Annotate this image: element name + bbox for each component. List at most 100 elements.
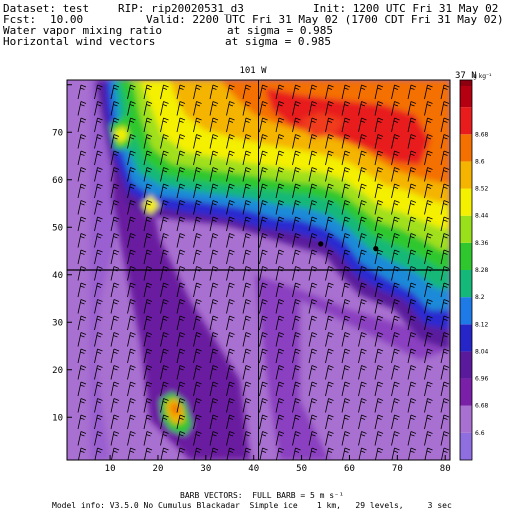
wind-barb-15 [77,332,87,347]
wind-barb-199 [209,332,219,347]
wind-barb-154 [176,348,186,364]
dataset-label: Dataset: test [3,2,90,15]
wind-barb-197 [209,299,219,314]
wind-barb-507 [440,101,450,116]
wind-barb-40 [94,365,103,380]
wind-barb-245 [242,332,252,347]
colorbar-label-10: 8.6 [475,158,485,165]
wind-barb-416 [374,117,384,133]
wind-barb-165 [193,150,202,166]
wind-barb-164 [193,134,202,149]
wind-barb-283 [275,200,285,215]
wind-barb-207 [226,84,235,100]
colorbar-swatch-12 [460,107,472,135]
wind-barb-368 [341,84,351,100]
station-marker-0 [318,241,324,247]
field1-name: Water vapor mixing ratio [3,24,162,37]
x-tick-label-1: 20 [153,464,164,474]
wind-barb-350 [325,167,334,182]
wind-barb-224 [226,365,235,380]
wind-barb-374 [341,183,351,199]
wind-barb-364 [325,398,334,413]
wind-barb-523 [440,365,450,380]
wind-barb-211 [226,150,235,166]
wind-barb-370 [341,117,351,133]
wind-barb-466 [407,183,417,199]
wind-barb-104 [143,282,153,298]
wind-barb-281 [275,167,285,182]
wind-barb-53 [110,200,120,215]
wind-barb-94 [143,117,153,133]
wind-barb-159 [176,431,186,446]
wind-barb-133 [160,381,169,397]
wind-barb-497 [424,315,433,331]
wind-barb-357 [325,282,334,298]
wind-barb-387 [341,398,351,413]
wind-barb-328 [308,183,318,199]
wind-barb-233 [242,134,252,149]
colorbar-label-0: 6.6 [475,430,485,437]
colorbar-label-11: 8.68 [475,131,489,138]
model-info: Model info: V3.5.0 No Cumulus Blackadar … [52,501,452,510]
x-tick-label-6: 70 [392,464,403,474]
wind-barb-268 [259,332,268,347]
wind-barb-19 [77,398,87,413]
wind-barb-327 [308,167,318,182]
wind-barb-441 [391,150,400,166]
wind-barb-12 [77,282,87,298]
wind-barb-280 [275,150,285,166]
wind-barb-299 [292,84,301,100]
yellow-spot [142,195,160,215]
wind-barb-142 [176,150,186,166]
wind-barb-520 [440,315,450,331]
wind-barb-76 [127,200,136,215]
wind-barb-339 [308,365,318,380]
wind-barb-400 [358,233,367,248]
x-tick-label-2: 30 [200,464,211,474]
wind-barb-401 [358,249,367,265]
wind-barb-42 [94,398,103,413]
wind-barb-363 [325,381,334,397]
wind-barb-331 [308,233,318,248]
wind-barb-496 [424,299,433,314]
wind-barb-502 [424,398,433,413]
wind-barb-61 [110,332,120,347]
wind-barb-219 [226,282,235,298]
wind-barb-498 [424,332,433,347]
wind-barb-462 [407,117,417,133]
wind-barb-171 [193,249,202,265]
wind-barb-512 [440,183,450,199]
wind-barb-438 [391,101,400,116]
wind-barb-124 [160,233,169,248]
wind-barb-81 [127,282,136,298]
wind-barb-242 [242,282,252,298]
wind-barb-249 [242,398,252,413]
wind-barb-346 [325,101,334,116]
wind-barb-146 [176,216,186,232]
wind-barb-3 [77,134,87,149]
wind-barb-234 [242,150,252,166]
wind-barb-324 [308,117,318,133]
wind-barb-361 [325,348,334,364]
wind-barb-147 [176,233,186,248]
wind-barb-289 [275,299,285,314]
wind-barb-382 [341,315,351,331]
wind-barb-500 [424,365,433,380]
wind-barb-499 [424,348,433,364]
wind-barb-115 [160,84,169,100]
wind-barb-386 [341,381,351,397]
wind-barb-475 [407,332,417,347]
wind-barb-285 [275,233,285,248]
colorbar-swatch-1 [460,405,472,433]
wind-barb-56 [110,249,120,265]
wind-barb-262 [259,233,268,248]
wind-barb-55 [110,233,120,248]
wind-barb-176 [193,332,202,347]
wind-barb-248 [242,381,252,397]
wind-barb-343 [308,431,318,446]
wind-barb-33 [94,249,103,265]
wind-barb-302 [292,134,301,149]
wind-barb-405 [358,315,367,331]
wind-barb-202 [209,381,219,397]
